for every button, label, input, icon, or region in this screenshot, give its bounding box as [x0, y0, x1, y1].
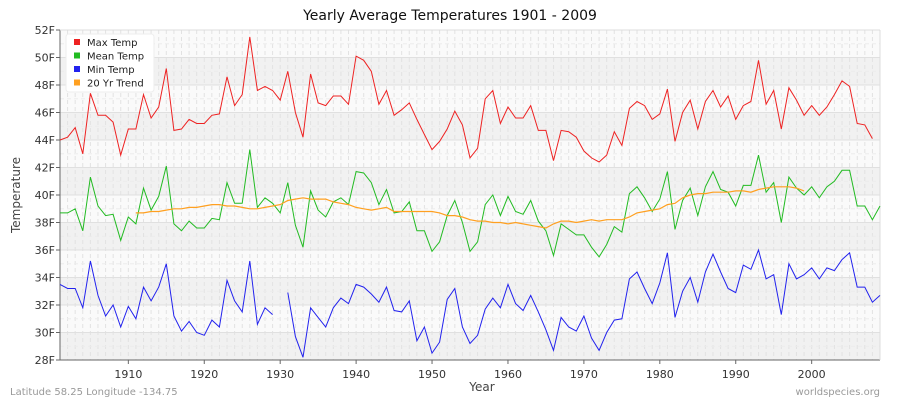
- y-tick-label: 36F: [35, 244, 55, 257]
- x-tick-label: 1930: [266, 368, 294, 381]
- x-tick-label: 1910: [114, 368, 142, 381]
- x-tick-label: 2000: [798, 368, 826, 381]
- y-tick-label: 34F: [35, 272, 55, 285]
- y-tick-label: 38F: [35, 217, 55, 230]
- series-line-max-temp: [59, 36, 873, 163]
- y-tick-label: 52F: [35, 24, 55, 37]
- legend-swatch: [74, 52, 80, 59]
- y-tick-label: 44F: [35, 134, 55, 147]
- y-tick-label: 50F: [35, 52, 55, 65]
- x-axis-label: Year: [468, 380, 494, 394]
- chart-title: Yearly Average Temperatures 1901 - 2009: [302, 8, 597, 24]
- x-tick-label: 1940: [342, 368, 370, 381]
- legend-swatch: [74, 39, 80, 45]
- y-tick-label: 30F: [35, 327, 55, 340]
- series-line-mean-temp: [60, 149, 881, 258]
- y-tick-label: 46F: [35, 107, 55, 120]
- x-tick-label: 1950: [418, 368, 446, 381]
- legend-label: 20 Yr Trend: [87, 79, 144, 90]
- y-tick-label: 42F: [35, 162, 55, 175]
- y-axis-label: Temperature: [9, 157, 23, 234]
- x-tick-label: 1980: [646, 368, 674, 381]
- legend-swatch: [74, 66, 80, 72]
- location-caption: Latitude 58.25 Longitude -134.75: [10, 387, 178, 398]
- x-tick-label: 1970: [570, 368, 598, 381]
- x-tick-label: 1990: [722, 368, 750, 381]
- x-tick-label: 1960: [494, 368, 522, 381]
- legend-label: Min Temp: [87, 65, 135, 76]
- source-caption[interactable]: worldspecies.org: [796, 387, 880, 398]
- y-tick-label: 40F: [35, 189, 55, 202]
- legend-box: [65, 33, 155, 93]
- y-tick-label: 28F: [35, 354, 55, 367]
- legend: Max Temp Mean Temp Min Temp 20 Yr Trend: [65, 33, 155, 93]
- legend-label: Mean Temp: [87, 52, 144, 63]
- series-line-min-temp: [59, 248, 881, 358]
- x-tick-label: 1920: [190, 368, 218, 381]
- series-line-20-yr-trend: [135, 186, 805, 229]
- legend-swatch: [74, 79, 80, 86]
- y-tick-label: 32F: [35, 299, 55, 312]
- legend-label: Max Temp: [87, 38, 138, 49]
- y-tick-label: 48F: [35, 79, 55, 92]
